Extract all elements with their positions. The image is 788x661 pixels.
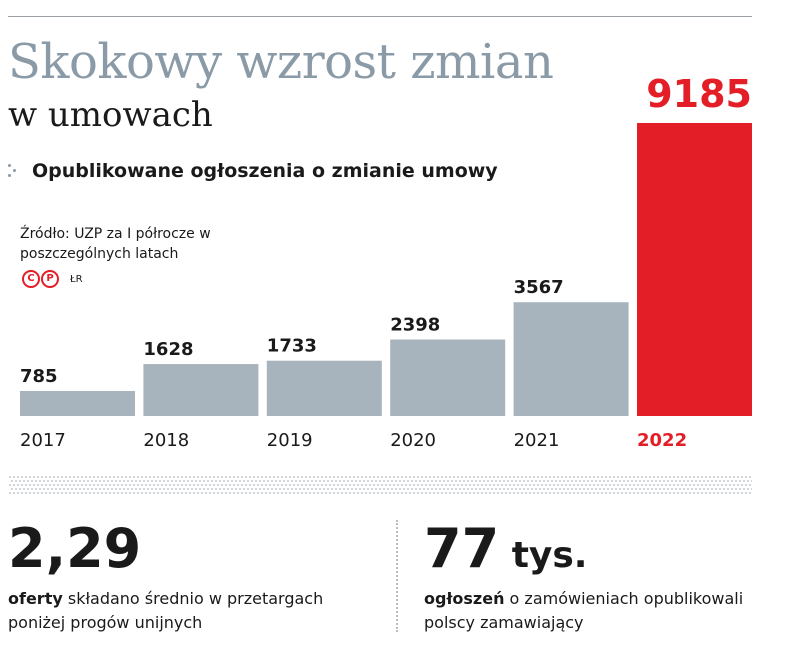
stat-desc-bold: ogłoszeń <box>424 589 505 608</box>
bar-value-label: 2398 <box>390 315 440 336</box>
dots-icon <box>8 161 22 181</box>
chart-header: Opublikowane ogłoszenia o zmianie umowy <box>8 156 498 186</box>
stat-value: 2,29 <box>8 518 378 587</box>
vertical-divider <box>396 520 399 632</box>
bar-2018 <box>143 364 259 416</box>
stat-desc-text: o zamówieniach opublikowali polscy zamaw… <box>424 589 744 632</box>
bar-value-label: 1733 <box>267 336 317 357</box>
stat-value: 77 tys. <box>424 518 744 587</box>
bar-2022 <box>637 123 752 416</box>
bar-value-label: 785 <box>20 366 58 387</box>
phonogram-icon: P <box>41 270 59 288</box>
top-rule <box>8 16 752 17</box>
copyright-marks: C P ŁR <box>22 270 83 288</box>
stat-unit: tys. <box>499 535 588 576</box>
bar-2020 <box>390 339 506 416</box>
stat-desc-text: składano średnio w przetargach poniżej p… <box>8 589 324 632</box>
year-tick-label: 2017 <box>20 430 66 451</box>
page-subtitle: w umowach <box>8 95 213 135</box>
stat-description: ogłoszeń o zamówieniach opublikowali pol… <box>424 587 744 635</box>
page-title: Skokowy wzrost zmian <box>8 34 554 90</box>
year-tick-label: 2019 <box>267 430 313 451</box>
stat-offers: 2,29 oferty składano średnio w przetarga… <box>8 518 378 635</box>
year-tick-label: 2020 <box>390 430 436 451</box>
stat-number: 77 <box>424 517 500 580</box>
year-tick-label: 2018 <box>143 430 189 451</box>
source-note: Źródło: UZP za I półrocze w poszczególny… <box>20 226 211 262</box>
bar-value-label: 1628 <box>143 339 193 360</box>
bar-chart: 785 2017 1628 2018 1733 2019 2398 2020 3567 2021 9… <box>20 72 752 451</box>
copyright-icon: C <box>22 270 40 288</box>
dotted-separator <box>9 476 752 494</box>
year-tick-label: 2022 <box>637 430 687 451</box>
bar-value-label: 9185 <box>646 72 752 116</box>
stat-description: oferty składano średnio w przetargach po… <box>8 587 378 635</box>
bar-value-label: 3567 <box>514 277 564 298</box>
author-initials: ŁR <box>70 273 83 285</box>
bar-2019 <box>266 360 382 416</box>
stat-notices: 77 tys. ogłoszeń o zamówieniach opubliko… <box>424 518 744 635</box>
chart-heading: Opublikowane ogłoszenia o zmianie umowy <box>32 160 498 182</box>
year-tick-label: 2021 <box>514 430 560 451</box>
stat-number: 2,29 <box>8 517 142 580</box>
bar-2021 <box>513 302 629 416</box>
stat-desc-bold: oferty <box>8 589 63 608</box>
bar-2017 <box>20 390 135 416</box>
